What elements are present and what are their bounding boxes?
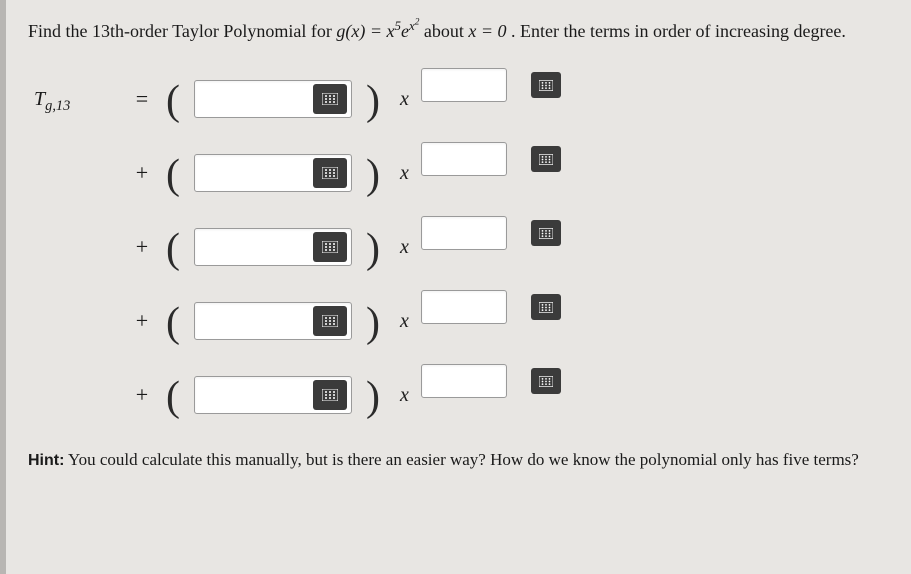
- exponent-field[interactable]: [421, 364, 507, 398]
- plus-operator: +: [132, 308, 152, 334]
- plus-operator: +: [132, 160, 152, 186]
- term-row: + ( ) x: [32, 295, 889, 347]
- x-variable: x: [400, 162, 409, 185]
- answer-rows: Tg,13 = ( ) x + ( ) x + (: [32, 73, 889, 421]
- coefficient-field[interactable]: [194, 80, 352, 118]
- hint-label: Hint:: [28, 452, 64, 469]
- keypad-icon[interactable]: [531, 294, 561, 320]
- exponent-input-5[interactable]: [422, 365, 506, 397]
- keypad-icon[interactable]: [531, 146, 561, 172]
- keypad-icon[interactable]: [313, 158, 347, 188]
- keypad-icon[interactable]: [313, 380, 347, 410]
- prompt-pre: Find the 13th-order Taylor Polynomial fo…: [28, 21, 336, 41]
- exponent-field[interactable]: [421, 290, 507, 324]
- exponent-input-1[interactable]: [422, 69, 506, 101]
- coefficient-field[interactable]: [194, 228, 352, 266]
- equals-sign: =: [132, 86, 152, 112]
- term-row: + ( ) x: [32, 147, 889, 199]
- keypad-icon[interactable]: [531, 220, 561, 246]
- keypad-icon[interactable]: [313, 306, 347, 336]
- exponent-field[interactable]: [421, 68, 507, 102]
- keypad-icon[interactable]: [313, 232, 347, 262]
- term-row: Tg,13 = ( ) x: [32, 73, 889, 125]
- plus-operator: +: [132, 382, 152, 408]
- coefficient-input-1[interactable]: [195, 81, 313, 117]
- x-variable: x: [400, 384, 409, 407]
- exponent-input-2[interactable]: [422, 143, 506, 175]
- x-variable: x: [400, 88, 409, 111]
- exponent-input-4[interactable]: [422, 291, 506, 323]
- question-prompt: Find the 13th-order Taylor Polynomial fo…: [28, 18, 889, 45]
- coefficient-input-4[interactable]: [195, 303, 313, 339]
- prompt-gx: g(x) = x5ex2: [336, 21, 424, 41]
- coefficient-field[interactable]: [194, 376, 352, 414]
- lhs-symbol: Tg,13: [32, 88, 118, 111]
- exponent-field[interactable]: [421, 216, 507, 250]
- exponent-field[interactable]: [421, 142, 507, 176]
- exponent-input-3[interactable]: [422, 217, 506, 249]
- prompt-x0: x = 0: [468, 21, 506, 41]
- prompt-post: . Enter the terms in order of increasing…: [511, 21, 846, 41]
- term-row: + ( ) x: [32, 221, 889, 273]
- hint-body: You could calculate this manually, but i…: [64, 450, 858, 469]
- keypad-icon[interactable]: [531, 368, 561, 394]
- coefficient-input-5[interactable]: [195, 377, 313, 413]
- keypad-icon[interactable]: [531, 72, 561, 98]
- term-row: + ( ) x: [32, 369, 889, 421]
- coefficient-input-3[interactable]: [195, 229, 313, 265]
- plus-operator: +: [132, 234, 152, 260]
- x-variable: x: [400, 310, 409, 333]
- hint-text: Hint: You could calculate this manually,…: [28, 447, 889, 474]
- keypad-icon[interactable]: [313, 84, 347, 114]
- prompt-mid: about: [424, 21, 469, 41]
- coefficient-field[interactable]: [194, 302, 352, 340]
- x-variable: x: [400, 236, 409, 259]
- coefficient-input-2[interactable]: [195, 155, 313, 191]
- coefficient-field[interactable]: [194, 154, 352, 192]
